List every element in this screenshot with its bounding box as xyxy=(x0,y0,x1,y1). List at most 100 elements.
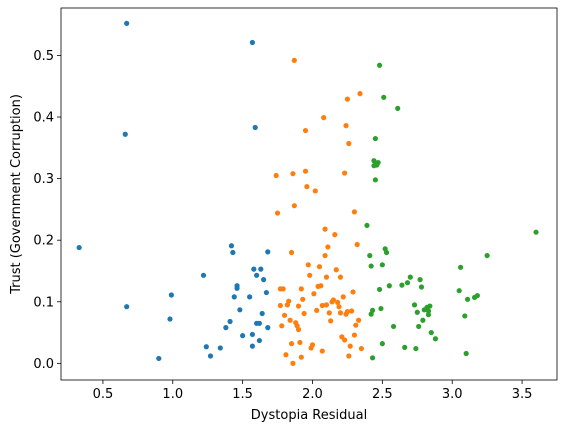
data-point-s1-64 xyxy=(344,96,351,102)
data-point-s1-39 xyxy=(319,348,325,354)
data-point-s1-16 xyxy=(291,203,297,209)
data-point-s2-43 xyxy=(457,264,464,270)
data-point-s2-2 xyxy=(368,263,374,269)
x-tick-label-3: 2.0 xyxy=(302,387,323,402)
data-point-s2-17 xyxy=(379,341,385,347)
data-point-s1-55 xyxy=(337,274,344,280)
data-point-s1-70 xyxy=(351,209,358,215)
data-point-s0-8 xyxy=(203,344,209,350)
data-point-s2-29 xyxy=(413,345,419,352)
data-point-s1-47 xyxy=(326,310,332,316)
y-tick-label-1: 0.1 xyxy=(33,295,54,310)
data-point-s1-52 xyxy=(333,267,339,273)
data-point-s0-35 xyxy=(265,325,271,331)
data-point-s0-33 xyxy=(263,289,269,296)
data-point-s1-61 xyxy=(343,123,349,129)
data-point-s1-34 xyxy=(312,188,318,194)
data-point-s0-30 xyxy=(258,266,264,272)
data-point-s1-51 xyxy=(332,232,338,238)
data-point-s1-42 xyxy=(322,252,328,259)
data-point-s0-19 xyxy=(240,333,246,339)
data-point-s1-4 xyxy=(279,323,285,329)
data-point-s0-28 xyxy=(256,337,262,344)
data-point-s1-21 xyxy=(297,339,303,346)
data-point-s0-4 xyxy=(156,355,162,362)
data-point-s2-45 xyxy=(463,350,469,357)
data-point-s1-9 xyxy=(286,298,292,304)
data-point-s1-58 xyxy=(340,294,346,300)
data-point-s1-20 xyxy=(295,326,302,333)
data-point-s0-21 xyxy=(249,39,256,46)
data-point-s1-48 xyxy=(328,318,334,324)
data-point-s1-25 xyxy=(301,310,307,317)
data-point-s0-0 xyxy=(76,244,82,251)
data-point-s0-24 xyxy=(251,266,257,272)
data-point-s1-54 xyxy=(336,304,342,310)
data-point-s1-72 xyxy=(353,322,359,328)
data-point-s1-14 xyxy=(290,360,296,366)
y-tick-label-2: 0.2 xyxy=(33,234,54,249)
data-point-s0-20 xyxy=(247,294,253,300)
data-point-s2-41 xyxy=(432,336,439,342)
data-point-s1-27 xyxy=(302,168,309,174)
data-point-s1-68 xyxy=(349,308,355,314)
data-point-s1-40 xyxy=(319,302,325,309)
data-point-s1-29 xyxy=(305,262,311,268)
data-point-s1-67 xyxy=(347,343,353,349)
data-point-s2-8 xyxy=(372,135,378,142)
data-point-s1-74 xyxy=(356,317,362,323)
data-point-s0-25 xyxy=(252,124,258,131)
data-point-s2-15 xyxy=(378,305,384,312)
data-point-s2-16 xyxy=(379,262,385,268)
data-point-s2-14 xyxy=(376,286,383,293)
data-point-s2-4 xyxy=(369,355,376,361)
data-point-s0-12 xyxy=(227,318,233,325)
data-point-s1-10 xyxy=(287,317,293,323)
data-point-s1-33 xyxy=(311,291,317,297)
data-point-s1-45 xyxy=(323,302,330,308)
data-point-s2-37 xyxy=(425,312,432,318)
data-point-s1-1 xyxy=(274,210,281,216)
data-point-s0-9 xyxy=(207,353,214,359)
data-point-s2-50 xyxy=(533,229,539,235)
data-point-s1-24 xyxy=(300,296,306,302)
x-tick-label-2: 1.5 xyxy=(232,387,253,402)
data-point-s0-2 xyxy=(124,20,130,26)
data-point-s1-69 xyxy=(350,289,356,295)
data-point-s1-11 xyxy=(288,249,295,256)
data-point-s1-50 xyxy=(330,297,337,303)
data-point-s1-41 xyxy=(321,115,327,121)
data-point-s2-26 xyxy=(404,280,411,286)
data-point-s0-29 xyxy=(256,320,262,326)
data-point-s1-22 xyxy=(298,286,304,292)
x-axis-label: Dystopia Residual xyxy=(251,408,367,423)
plot-frame xyxy=(60,7,558,381)
data-point-s0-15 xyxy=(231,294,237,300)
data-point-s2-20 xyxy=(383,249,390,256)
data-point-s2-32 xyxy=(417,277,423,283)
data-point-s1-60 xyxy=(342,337,348,343)
x-tick-label-5: 3.0 xyxy=(442,387,463,402)
data-point-s0-10 xyxy=(217,345,223,351)
y-tick-label-5: 0.5 xyxy=(33,49,54,64)
data-point-s0-14 xyxy=(230,249,236,256)
data-point-s2-33 xyxy=(418,284,425,290)
data-point-s1-76 xyxy=(358,345,364,352)
data-point-s1-65 xyxy=(346,140,352,147)
data-point-s1-30 xyxy=(307,272,313,278)
data-point-s2-24 xyxy=(399,282,405,288)
x-tick-label-4: 2.5 xyxy=(372,387,393,402)
data-point-s2-22 xyxy=(390,323,397,330)
data-point-s1-23 xyxy=(298,354,304,360)
y-tick-label-3: 0.3 xyxy=(33,172,54,187)
data-point-s1-7 xyxy=(283,352,289,358)
data-point-s2-31 xyxy=(416,323,422,330)
data-point-s2-0 xyxy=(364,222,370,229)
data-point-s1-26 xyxy=(302,127,309,134)
x-axis-ticks: 0.5 1.0 1.5 2.0 2.5 3.0 3.5 xyxy=(93,380,532,402)
data-point-s0-18 xyxy=(237,307,243,313)
data-point-s1-71 xyxy=(351,332,358,338)
data-point-s1-5 xyxy=(280,286,286,292)
data-point-s1-56 xyxy=(337,310,344,316)
